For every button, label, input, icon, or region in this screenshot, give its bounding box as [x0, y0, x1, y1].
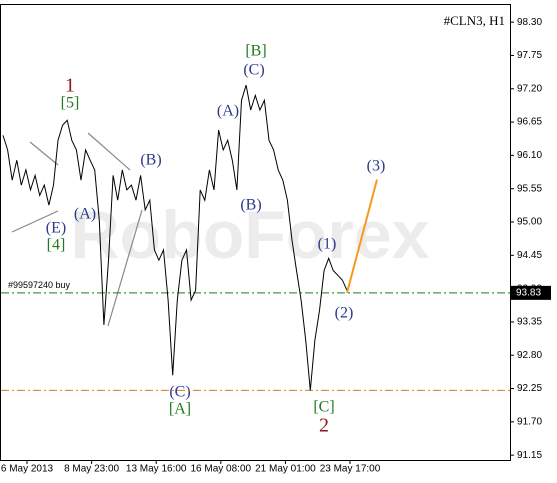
wave-label: (C)	[169, 384, 190, 401]
wave-label: 1	[65, 75, 75, 97]
y-tick-label: 93.35	[517, 317, 542, 328]
x-tick-label: 8 May 23:00	[64, 464, 119, 475]
y-tick-label: 97.75	[517, 50, 542, 61]
x-tick-label: 16 May 08:00	[190, 464, 251, 475]
chart-title: #CLN3, H1	[444, 13, 505, 28]
wave-label: [B]	[245, 43, 266, 60]
wave-label: 2	[319, 415, 329, 437]
wave-label: [5]	[61, 95, 80, 112]
y-tick-label: 91.70	[517, 416, 542, 427]
y-tick-label: 92.25	[517, 383, 542, 394]
y-tick-label: 95.55	[517, 183, 542, 194]
y-tick-label: 92.80	[517, 350, 542, 361]
wave-label: (1)	[318, 236, 337, 253]
y-tick-label: 97.20	[517, 83, 542, 94]
x-tick-label: 13 May 16:00	[126, 464, 187, 475]
wave-label: (B)	[140, 152, 161, 169]
y-tick-label: 96.10	[517, 150, 542, 161]
y-tick-label: 96.65	[517, 117, 542, 128]
wave-labels: 1 [5] (E) [4] (A) (B) (C) [A] (A) [B] (C…	[46, 43, 386, 437]
x-tick-label: 6 May 2013	[1, 464, 54, 475]
plot-frame	[0, 4, 511, 461]
wave-label: [C]	[313, 399, 334, 416]
x-tick-label: 23 May 17:00	[320, 464, 381, 475]
wave-label: (E)	[46, 220, 66, 237]
channel-lines	[11, 132, 143, 327]
price-box	[511, 285, 551, 300]
wave-label: (C)	[243, 62, 264, 79]
wave-label: [4]	[47, 237, 66, 254]
y-tick-label: 95.00	[517, 217, 542, 228]
wave-label: (B)	[240, 197, 261, 214]
y-tick-label: 94.45	[517, 250, 542, 261]
x-tick-label: 21 May 01:00	[255, 464, 316, 475]
wave-label: (A)	[74, 206, 96, 223]
price-label: 93.83	[516, 288, 541, 299]
y-tick-label: 98.30	[517, 17, 542, 28]
price-line	[2, 84, 348, 391]
wave-label: (A)	[217, 103, 239, 120]
wave-label: (3)	[367, 158, 386, 175]
wave-label: (2)	[335, 305, 354, 322]
level-label: #99597240 buy	[8, 280, 71, 290]
projection-line	[346, 179, 378, 294]
wave-label: [A]	[169, 401, 191, 418]
y-tick-label: 91.15	[517, 450, 542, 461]
